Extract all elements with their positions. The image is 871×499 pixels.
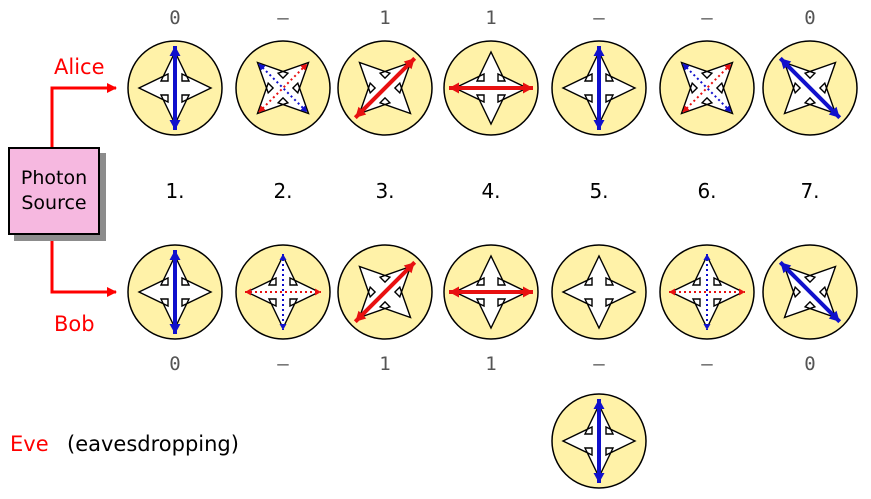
possible-polarization-arrow-head xyxy=(258,63,266,71)
alice-bits-row: 0 – 1 1 – – 0 xyxy=(169,7,815,29)
polarization-diagonal-down-arrow xyxy=(778,260,842,324)
bob-connector-arrow xyxy=(50,235,117,297)
alice-filter-row xyxy=(127,40,858,136)
alice-bit: – xyxy=(277,7,289,29)
slot-index: 7. xyxy=(800,179,819,203)
possible-polarization-arrow-head xyxy=(258,105,266,113)
possible-polarization-arrow-head xyxy=(703,324,711,330)
bob-bit: – xyxy=(277,353,289,375)
possible-polarization-arrow-head xyxy=(724,63,732,71)
slot-index: 4. xyxy=(481,179,500,203)
slot-index: 1. xyxy=(165,179,184,203)
polarization-vertical-arrow-head xyxy=(169,120,181,130)
alice-filter-disc xyxy=(762,40,858,136)
rectilinear-basis-arrows-icon xyxy=(561,254,637,330)
possible-polarization-arrow xyxy=(258,63,308,113)
bob-bit: 1 xyxy=(485,353,496,375)
bob-bit: 0 xyxy=(804,353,815,375)
bob-filter-row xyxy=(127,244,858,340)
polarization-horizontal-arrow-head xyxy=(523,82,533,94)
polarization-diagonal-down-arrow-head xyxy=(780,58,792,70)
alice-filter-disc xyxy=(659,40,755,136)
bob-bit: – xyxy=(593,353,605,375)
possible-polarization-arrow-head xyxy=(279,254,287,260)
alice-filter-disc xyxy=(235,40,331,136)
bob-bit: 0 xyxy=(169,353,180,375)
polarization-diagonal-down-arrow-head xyxy=(828,310,840,322)
photon-source-label-line2: Source xyxy=(21,192,87,214)
bob-bits-row: 0 – 1 1 – – 0 xyxy=(169,353,815,375)
alice-bit: 1 xyxy=(379,7,390,29)
possible-polarization-arrow xyxy=(682,63,732,113)
alice-bit: – xyxy=(701,7,713,29)
slot-index: 3. xyxy=(375,179,394,203)
polarization-diagonal-down-arrow xyxy=(778,56,842,120)
photon-source-label-line1: Photon xyxy=(20,167,88,189)
possible-polarization-arrow-head xyxy=(724,105,732,113)
bob-bit: – xyxy=(701,353,713,375)
polarization-diagonal-down-arrow-head xyxy=(828,106,840,118)
eve-note: (eavesdropping) xyxy=(67,432,239,456)
polarization-vertical-arrow-head xyxy=(593,120,605,130)
bob-filter-disc xyxy=(443,244,539,340)
polarization-vertical-arrow-head xyxy=(593,399,605,409)
polarization-vertical-arrow-head xyxy=(593,46,605,56)
polarization-vertical-arrow-head xyxy=(169,324,181,334)
bob-bit: 1 xyxy=(379,353,390,375)
polarization-diagonal-down-arrow-head xyxy=(780,262,792,274)
polarization-vertical-arrow-head xyxy=(593,473,605,483)
possible-polarization-arrow-head xyxy=(682,105,690,113)
polarization-diagonal-up-arrow-head xyxy=(355,310,367,322)
eve-label: Eve xyxy=(10,432,49,456)
polarization-diagonal-up-arrow xyxy=(353,56,417,120)
eve-filter-row xyxy=(551,393,647,489)
bob-filter-disc xyxy=(762,244,858,340)
possible-polarization-arrow-head xyxy=(315,288,321,296)
polarization-diagonal-up-arrow xyxy=(353,260,417,324)
polarization-diagonal-up-arrow-head xyxy=(403,262,415,274)
polarization-horizontal-arrow-head xyxy=(523,286,533,298)
rectilinear-basis-arrows-icon xyxy=(245,254,321,330)
possible-polarization-arrow xyxy=(258,63,308,113)
possible-polarization-arrow-head xyxy=(279,324,287,330)
possible-polarization-arrow-head xyxy=(300,105,308,113)
slot-index: 5. xyxy=(589,179,608,203)
alice-label: Alice xyxy=(54,55,105,79)
slot-index-row: 1. 2. 3. 4. 5. 6. 7. xyxy=(165,179,819,203)
alice-filter-disc xyxy=(551,40,647,136)
bob-label: Bob xyxy=(54,312,95,336)
alice-filter-disc xyxy=(443,40,539,136)
possible-polarization-arrow-head xyxy=(300,63,308,71)
possible-polarization-arrow-head xyxy=(245,288,251,296)
possible-polarization-arrow xyxy=(682,63,732,113)
alice-bit: 0 xyxy=(804,7,815,29)
photon-source-box: Photon Source xyxy=(8,147,100,235)
rectilinear-basis-arrows-icon xyxy=(669,254,745,330)
polarization-diagonal-up-arrow-head xyxy=(403,58,415,70)
possible-polarization-arrow-head xyxy=(682,63,690,71)
alice-bit: 1 xyxy=(485,7,496,29)
eve-filter-disc xyxy=(551,393,647,489)
possible-polarization-arrow-head xyxy=(739,288,745,296)
alice-filter-disc xyxy=(127,40,223,136)
bob-filter-disc xyxy=(551,244,647,340)
bob-filter-disc xyxy=(127,244,223,340)
slot-index: 2. xyxy=(273,179,292,203)
bob-filter-disc xyxy=(337,244,433,340)
polarization-diagonal-up-arrow-head xyxy=(355,106,367,118)
alice-bit: – xyxy=(593,7,605,29)
polarization-vertical-arrow-head xyxy=(169,250,181,260)
bob-filter-disc xyxy=(235,244,331,340)
slot-index: 6. xyxy=(697,179,716,203)
polarization-horizontal-arrow-head xyxy=(449,82,459,94)
alice-connector-arrow xyxy=(50,83,117,147)
bob-filter-disc xyxy=(659,244,755,340)
alice-filter-disc xyxy=(337,40,433,136)
alice-bit: 0 xyxy=(169,7,180,29)
polarization-horizontal-arrow-head xyxy=(449,286,459,298)
possible-polarization-arrow-head xyxy=(703,254,711,260)
possible-polarization-arrow-head xyxy=(669,288,675,296)
polarization-vertical-arrow-head xyxy=(169,46,181,56)
